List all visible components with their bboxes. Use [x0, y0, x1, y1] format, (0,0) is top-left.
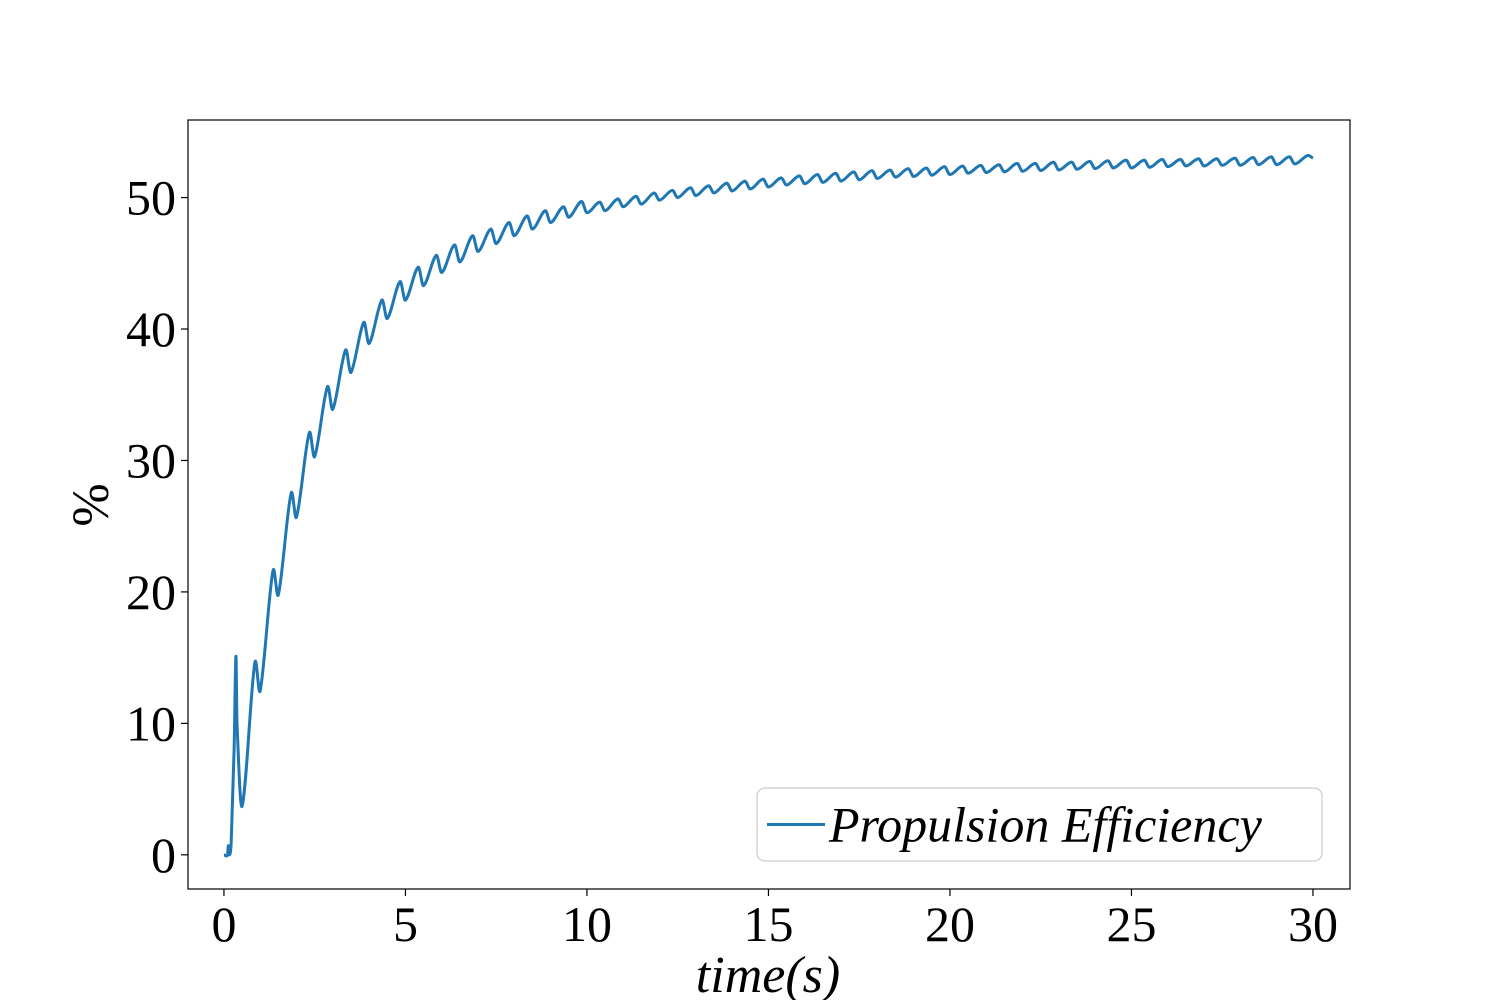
legend: Propulsion Efficiency [756, 787, 1323, 862]
legend-box [756, 787, 1323, 862]
data-line [223, 153, 1314, 858]
x-axis-label: time(s) [696, 947, 840, 1000]
plot-frame [187, 119, 1351, 890]
x-tick-label: 10 [562, 896, 612, 952]
x-tick-label: 15 [743, 896, 793, 952]
x-tick-label: 30 [1288, 896, 1338, 952]
legend-label: Propulsion Efficiency [828, 797, 1263, 853]
x-tick-label: 5 [393, 896, 418, 952]
y-axis-label: % [63, 483, 120, 526]
y-tick-label: 0 [151, 827, 176, 883]
x-tick-label: 20 [925, 896, 975, 952]
y-tick-label: 30 [126, 432, 176, 488]
y-tick-label: 40 [126, 301, 176, 357]
x-tick-label: 25 [1106, 896, 1156, 952]
y-tick-label: 20 [126, 564, 176, 620]
x-tick-label: 0 [211, 896, 236, 952]
y-tick-label: 50 [126, 170, 176, 226]
y-tick-label: 10 [126, 695, 176, 751]
